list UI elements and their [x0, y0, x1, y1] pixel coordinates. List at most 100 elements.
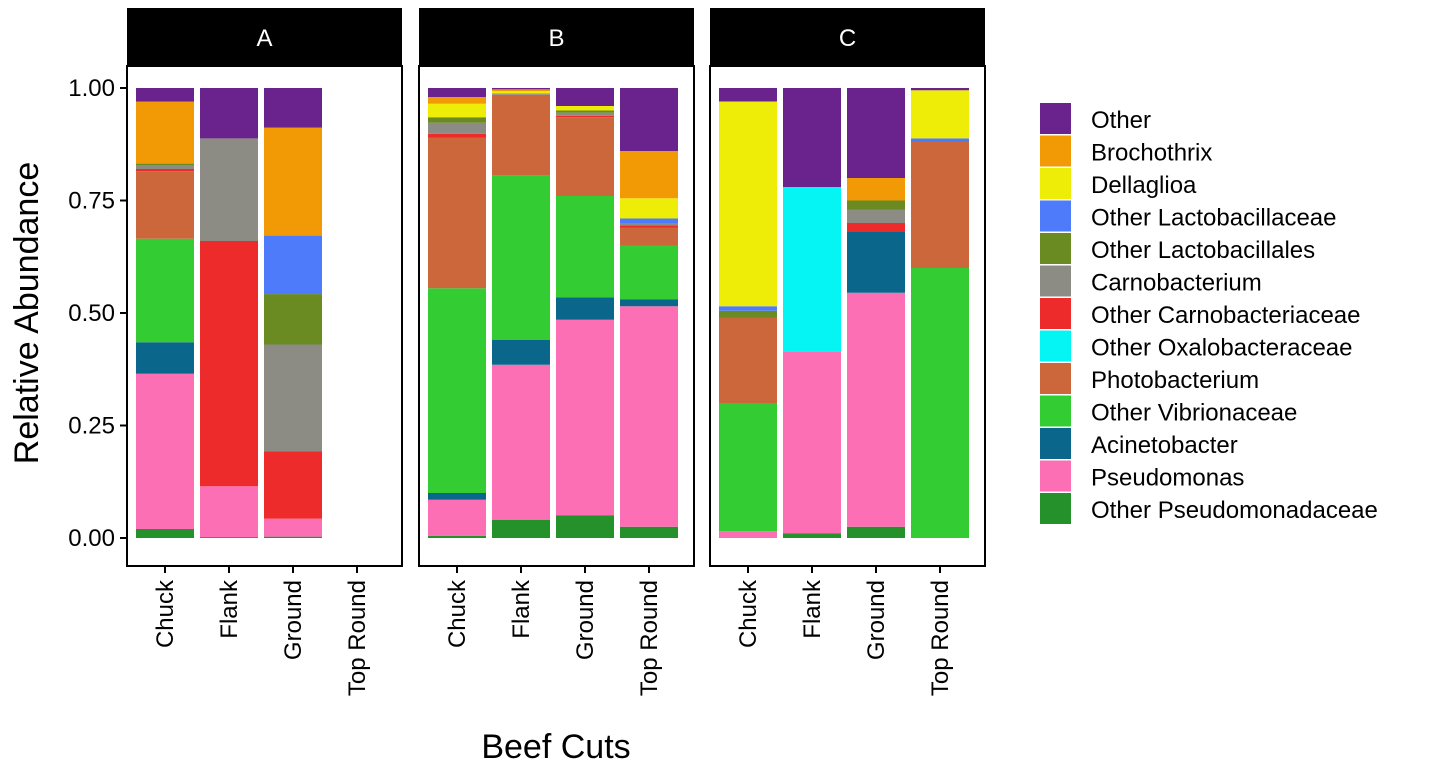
panel-strip [127, 8, 402, 66]
bar-segment-other [911, 88, 969, 91]
bar-segment-other-lactobacillales [428, 117, 486, 123]
bar-segment-other-pseudomonadaceae [136, 529, 194, 538]
bar-segment-photobacterium [620, 227, 678, 246]
bar-segment-other [264, 88, 322, 128]
bar-segment-photobacterium [492, 94, 550, 176]
bar-segment-other-vibrionaceae [911, 268, 969, 538]
bar-segment-other-carnobacteriaceae [136, 169, 194, 172]
panel-strip-label: C [839, 25, 856, 52]
x-tick-label: Ground [572, 580, 599, 660]
y-tick-label: 0.00 [68, 525, 115, 552]
bar-segment-pseudomonas [428, 499, 486, 536]
bar-segment-pseudomonas [847, 292, 905, 527]
bar-segment-other-carnobacteriaceae [847, 223, 905, 232]
bar-segment-carnobacterium [136, 165, 194, 169]
bar-segment-pseudomonas [136, 373, 194, 529]
bar-segment-brochothrix [264, 127, 322, 236]
bar-segment-brochothrix [428, 97, 486, 104]
legend-swatch [1040, 428, 1071, 459]
bar-segment-other-carnobacteriaceae [620, 225, 678, 228]
legend-label: Other Pseudomonadaceae [1091, 497, 1378, 524]
legend-swatch [1040, 363, 1071, 394]
bar-segment-brochothrix [620, 151, 678, 199]
legend-label: Pseudomonas [1091, 465, 1244, 492]
legend-item-other-carnobacteriaceae: Other Carnobacteriaceae [1040, 298, 1360, 329]
bar-segment-acinetobacter [492, 340, 550, 365]
bar-segment-acinetobacter [556, 297, 614, 320]
y-tick-label: 0.25 [68, 413, 115, 440]
bar-chuck [719, 88, 777, 538]
bar-segment-pseudomonas [492, 364, 550, 520]
legend-item-photobacterium: Photobacterium [1040, 363, 1259, 394]
bar-segment-other-carnobacteriaceae [556, 115, 614, 118]
legend-swatch [1040, 265, 1071, 297]
bar-segment-other-pseudomonadaceae [556, 515, 614, 538]
bar-flank [783, 88, 841, 538]
bar-segment-pseudomonas [783, 351, 841, 534]
bar-segment-carnobacterium [264, 344, 322, 452]
x-tick-label: Chuck [152, 579, 179, 648]
bar-segment-acinetobacter [136, 342, 194, 374]
legend-item-pseudomonas: Pseudomonas [1040, 460, 1244, 492]
panel-strip [419, 8, 694, 66]
bar-segment-other-pseudomonadaceae [620, 526, 678, 538]
panel-strip-label: A [256, 25, 272, 52]
bar-top-round [911, 88, 969, 538]
bar-segment-other-pseudomonadaceae [847, 526, 905, 538]
bar-ground [847, 88, 905, 538]
bar-segment-dellaglioa [428, 103, 486, 118]
bar-segment-other [719, 88, 777, 102]
bar-segment-brochothrix [136, 101, 194, 164]
bar-top-round [620, 88, 678, 538]
legend-swatch [1040, 298, 1071, 329]
bar-segment-brochothrix [847, 178, 905, 201]
bar-segment-photobacterium [556, 117, 614, 196]
bar-flank [492, 88, 550, 538]
x-tick-label: Top Round [344, 580, 371, 696]
bar-segment-pseudomonas [620, 306, 678, 527]
bar-segment-other-lactobacillaceae [719, 306, 777, 311]
legend-label: Other [1091, 107, 1151, 134]
bar-segment-dellaglioa [556, 106, 614, 111]
y-tick-label: 0.75 [68, 188, 115, 215]
bar-ground [556, 88, 614, 538]
legend-label: Other Carnobacteriaceae [1091, 302, 1360, 329]
bar-segment-other-carnobacteriaceae [264, 451, 322, 519]
bar-segment-other-vibrionaceae [136, 238, 194, 343]
legend-swatch [1040, 395, 1071, 427]
bar-segment-other-pseudomonadaceae [264, 536, 322, 538]
bar-segment-acinetobacter [847, 232, 905, 293]
bar-segment-other-pseudomonadaceae [428, 535, 486, 538]
bar-segment-other [492, 88, 550, 90]
axes: Relative Abundance Beef Cuts [8, 162, 631, 766]
bar-segment-other [200, 88, 258, 139]
bar-segment-other [847, 88, 905, 178]
x-tick-label: Flank [799, 579, 826, 639]
bar-segment-other-lactobacillales [719, 310, 777, 318]
bar-segment-carnobacterium [428, 122, 486, 134]
legend-label: Acinetobacter [1091, 432, 1238, 459]
panel-border [126, 65, 403, 567]
y-axis-title: Relative Abundance [8, 162, 46, 464]
bar-segment-other-carnobacteriaceae [200, 241, 258, 487]
legend-swatch [1040, 460, 1071, 492]
x-tick-label: Ground [280, 580, 307, 660]
bar-segment-acinetobacter [620, 299, 678, 307]
bar-segment-dellaglioa [911, 90, 969, 139]
bar-segment-pseudomonas [556, 319, 614, 516]
bar-segment-other-lactobacillales [136, 163, 194, 166]
bar-segment-carnobacterium [200, 138, 258, 241]
panels: A Chuck Flank Ground Top Round 0.00 0.25 0.50 0.… [68, 8, 986, 696]
legend-swatch [1040, 233, 1071, 264]
bar-segment-other [620, 88, 678, 151]
legend-item-other-vibrionaceae: Other Vibrionaceae [1040, 395, 1297, 427]
x-tick-label: Chuck [735, 579, 762, 648]
legend-item-brochothrix: Brochothrix [1040, 135, 1212, 167]
bar-segment-carnobacterium [556, 112, 614, 116]
bar-segment-other-vibrionaceae [428, 288, 486, 493]
legend-item-other-oxalobacteraceae: Other Oxalobacteraceae [1040, 330, 1352, 362]
x-tick-label: Flank [216, 579, 243, 639]
bar-segment-acinetobacter [428, 493, 486, 500]
bar-segment-pseudomonas [264, 518, 322, 537]
